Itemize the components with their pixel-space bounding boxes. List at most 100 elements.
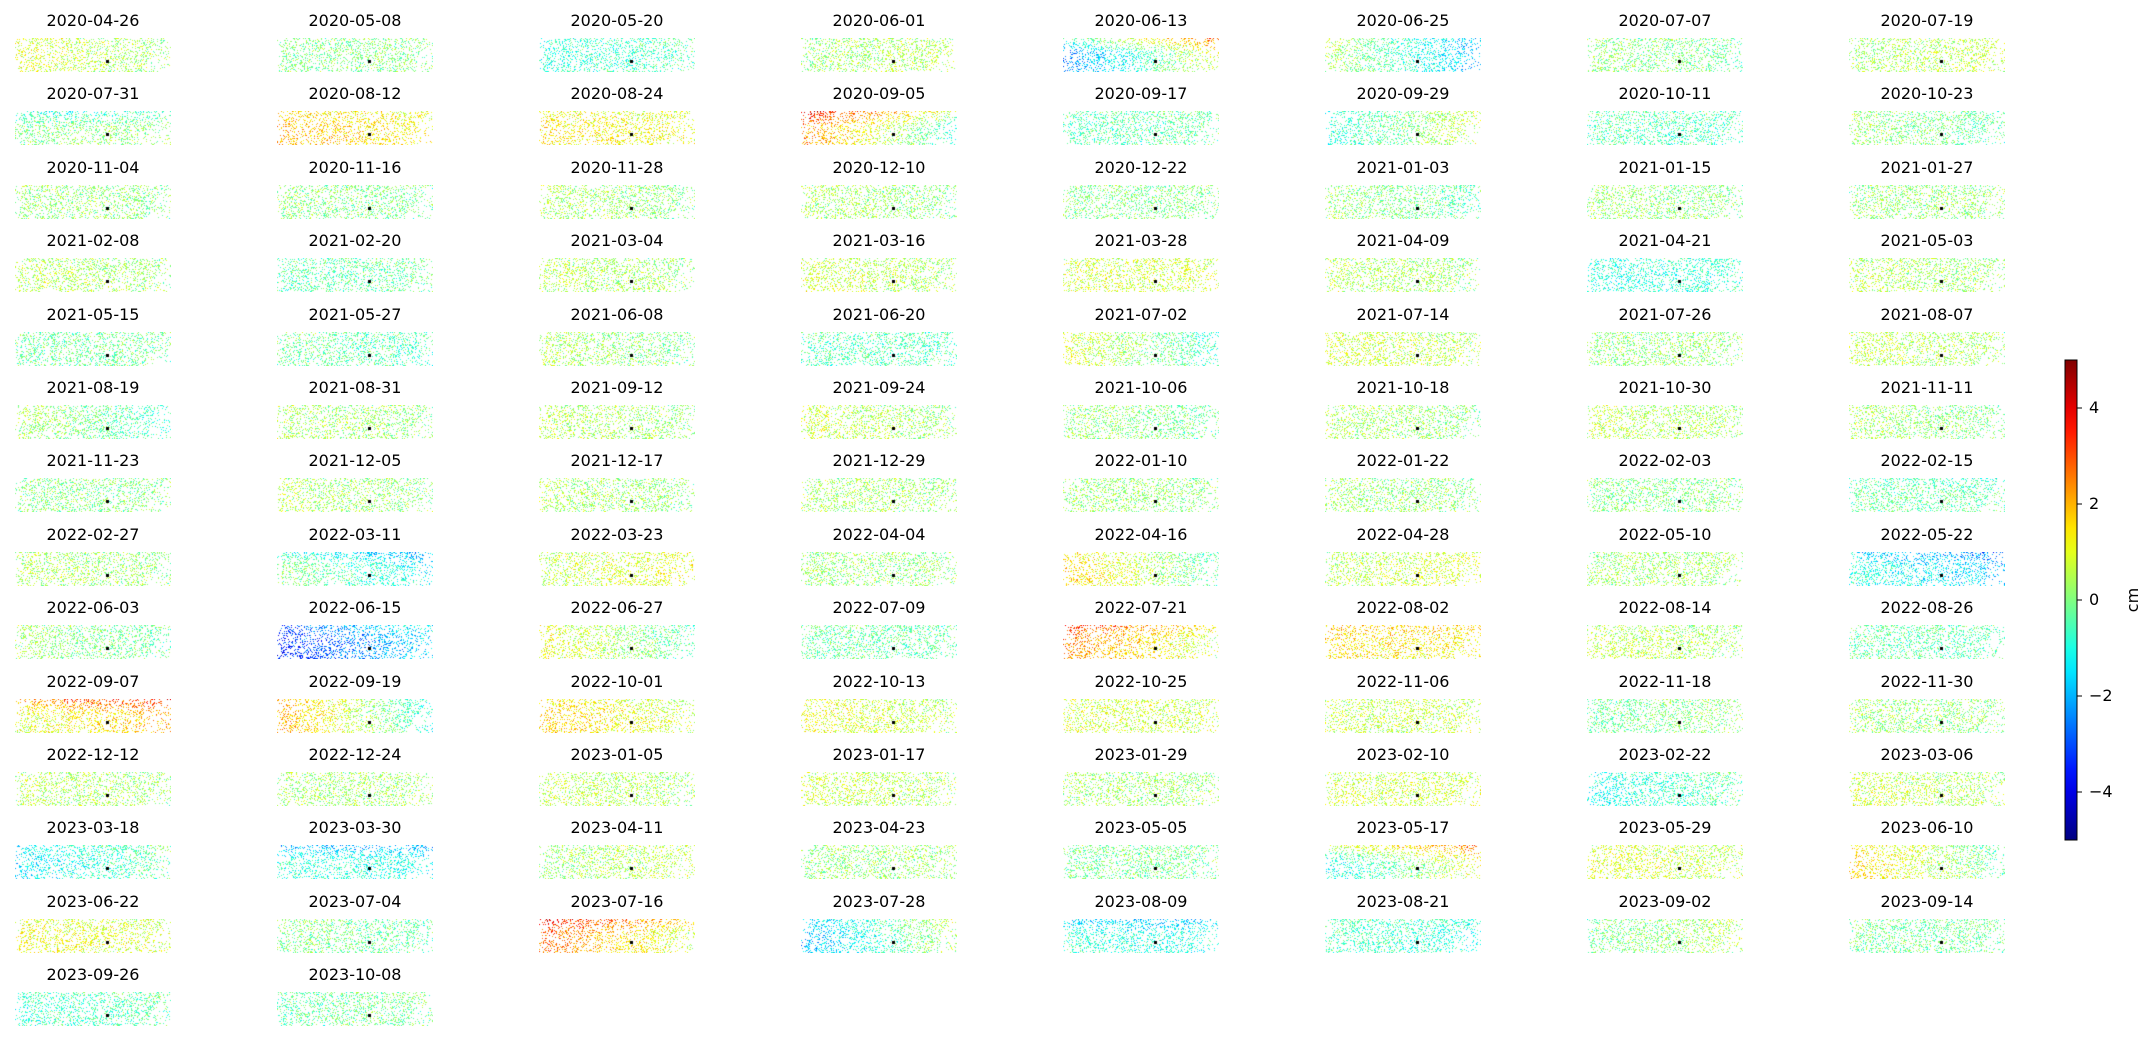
panel-2021-12-05: 2021-12-05 [275,452,435,518]
panel-title: 2020-08-12 [308,84,402,103]
displacement-map [801,38,957,72]
displacement-map [539,332,695,366]
displacement-map [1849,111,2005,145]
panel-2021-04-09: 2021-04-09 [1323,232,1483,298]
displacement-map [1587,111,1743,145]
displacement-map [1587,772,1743,806]
displacement-map [539,111,695,145]
displacement-map [1849,405,2005,439]
panel-title: 2021-12-29 [832,451,926,470]
panel-2023-03-18: 2023-03-18 [13,819,173,885]
displacement-map [1849,845,2005,879]
panel-2023-08-09: 2023-08-09 [1061,893,1221,959]
panel-title: 2021-01-15 [1618,158,1712,177]
panel-2021-01-15: 2021-01-15 [1585,159,1745,225]
panel-2022-10-13: 2022-10-13 [799,673,959,739]
panel-2022-01-10: 2022-01-10 [1061,452,1221,518]
panel-title: 2023-04-23 [832,818,926,837]
panel-2023-03-06: 2023-03-06 [1847,746,2007,812]
panel-title: 2020-06-25 [1356,11,1450,30]
panel-title: 2021-10-06 [1094,378,1188,397]
displacement-map [277,919,433,953]
displacement-map [1063,185,1219,219]
panel-title: 2020-08-24 [570,84,664,103]
panel-title: 2022-04-28 [1356,525,1450,544]
displacement-map [801,258,957,292]
panel-title: 2021-01-03 [1356,158,1450,177]
displacement-map [801,405,957,439]
panel-title: 2020-07-07 [1618,11,1712,30]
displacement-map [1325,38,1481,72]
panel-title: 2020-09-17 [1094,84,1188,103]
displacement-map [539,258,695,292]
displacement-map [277,552,433,586]
panel-2020-07-31: 2020-07-31 [13,85,173,151]
panel-2021-06-08: 2021-06-08 [537,306,697,372]
panel-2023-01-05: 2023-01-05 [537,746,697,812]
panel-2020-12-22: 2020-12-22 [1061,159,1221,225]
panel-2020-08-24: 2020-08-24 [537,85,697,151]
panel-2023-09-26: 2023-09-26 [13,966,173,1032]
panel-2023-10-08: 2023-10-08 [275,966,435,1032]
panel-title: 2021-02-08 [46,231,140,250]
panel-title: 2022-03-23 [570,525,664,544]
displacement-map [1063,332,1219,366]
panel-title: 2022-06-27 [570,598,664,617]
displacement-map [1325,845,1481,879]
displacement-map [15,332,171,366]
panel-title: 2021-07-26 [1618,305,1712,324]
panel-2022-05-10: 2022-05-10 [1585,526,1745,592]
panel-2021-09-24: 2021-09-24 [799,379,959,445]
displacement-map [1325,919,1481,953]
panel-2020-05-08: 2020-05-08 [275,12,435,78]
panel-title: 2022-06-15 [308,598,402,617]
panel-2021-02-08: 2021-02-08 [13,232,173,298]
panel-2022-02-27: 2022-02-27 [13,526,173,592]
panel-title: 2022-04-04 [832,525,926,544]
panel-2023-02-22: 2023-02-22 [1585,746,1745,812]
panel-title: 2021-07-02 [1094,305,1188,324]
panel-title: 2021-06-20 [832,305,926,324]
panel-title: 2020-04-26 [46,11,140,30]
panel-2020-11-16: 2020-11-16 [275,159,435,225]
panel-title: 2020-06-13 [1094,11,1188,30]
panel-2023-06-10: 2023-06-10 [1847,819,2007,885]
panel-title: 2023-05-29 [1618,818,1712,837]
panel-title: 2020-07-19 [1880,11,1974,30]
displacement-map [1325,552,1481,586]
displacement-map [1325,405,1481,439]
panel-2023-08-21: 2023-08-21 [1323,893,1483,959]
panel-2021-02-20: 2021-02-20 [275,232,435,298]
displacement-map [277,185,433,219]
panel-2020-11-28: 2020-11-28 [537,159,697,225]
panel-2020-09-17: 2020-09-17 [1061,85,1221,151]
panel-title: 2022-10-13 [832,672,926,691]
panel-2020-10-11: 2020-10-11 [1585,85,1745,151]
panel-2022-04-28: 2022-04-28 [1323,526,1483,592]
displacement-map [277,845,433,879]
panel-2020-12-10: 2020-12-10 [799,159,959,225]
panel-title: 2022-03-11 [308,525,402,544]
displacement-map [539,405,695,439]
displacement-map [539,552,695,586]
panel-2023-07-16: 2023-07-16 [537,893,697,959]
colorbar-ticks: 4 2 0 −2 −4 [2077,398,2113,801]
displacement-map [1587,332,1743,366]
panel-2023-01-17: 2023-01-17 [799,746,959,812]
displacement-map [539,625,695,659]
panel-2022-08-14: 2022-08-14 [1585,599,1745,665]
panel-2022-02-03: 2022-02-03 [1585,452,1745,518]
panel-title: 2020-09-29 [1356,84,1450,103]
displacement-map [277,258,433,292]
panel-2021-05-03: 2021-05-03 [1847,232,2007,298]
panel-title: 2023-02-10 [1356,745,1450,764]
panel-title: 2021-06-08 [570,305,664,324]
panel-2022-02-15: 2022-02-15 [1847,452,2007,518]
panel-title: 2023-10-08 [308,965,402,984]
panel-title: 2023-03-30 [308,818,402,837]
displacement-map [1849,332,2005,366]
displacement-map [15,625,171,659]
panel-title: 2023-07-16 [570,892,664,911]
panel-title: 2023-06-10 [1880,818,1974,837]
colorbar-tick-label: 4 [2089,398,2099,417]
